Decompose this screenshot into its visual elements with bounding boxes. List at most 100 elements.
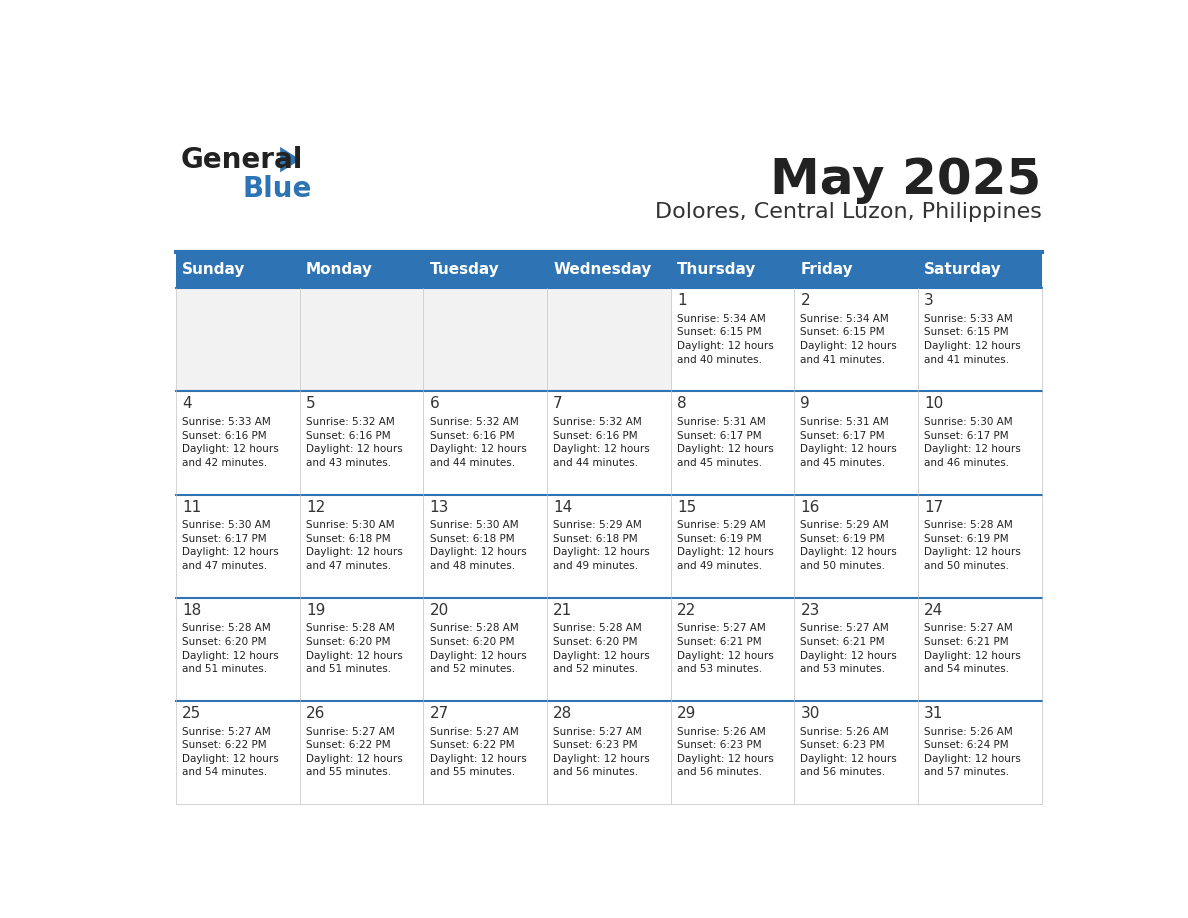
Text: 27: 27 (430, 706, 449, 721)
Text: 24: 24 (924, 603, 943, 618)
Text: Blue: Blue (242, 175, 311, 203)
Text: Monday: Monday (307, 263, 373, 277)
Bar (546, 495, 671, 598)
Text: 12: 12 (307, 499, 326, 515)
Text: 15: 15 (677, 499, 696, 515)
Bar (795, 391, 918, 495)
Text: Sunrise: 5:29 AM
Sunset: 6:19 PM
Daylight: 12 hours
and 50 minutes.: Sunrise: 5:29 AM Sunset: 6:19 PM Dayligh… (801, 521, 897, 571)
Bar (299, 495, 423, 598)
Text: 14: 14 (554, 499, 573, 515)
Bar (299, 252, 423, 288)
Text: 26: 26 (307, 706, 326, 721)
Text: Saturday: Saturday (924, 263, 1001, 277)
Text: Sunrise: 5:30 AM
Sunset: 6:17 PM
Daylight: 12 hours
and 46 minutes.: Sunrise: 5:30 AM Sunset: 6:17 PM Dayligh… (924, 417, 1020, 468)
Text: 28: 28 (554, 706, 573, 721)
Text: Sunrise: 5:30 AM
Sunset: 6:17 PM
Daylight: 12 hours
and 47 minutes.: Sunrise: 5:30 AM Sunset: 6:17 PM Dayligh… (182, 521, 279, 571)
Text: Sunrise: 5:27 AM
Sunset: 6:21 PM
Daylight: 12 hours
and 54 minutes.: Sunrise: 5:27 AM Sunset: 6:21 PM Dayligh… (924, 623, 1020, 674)
Text: Sunrise: 5:28 AM
Sunset: 6:20 PM
Daylight: 12 hours
and 52 minutes.: Sunrise: 5:28 AM Sunset: 6:20 PM Dayligh… (430, 623, 526, 674)
Bar (546, 252, 671, 288)
Text: May 2025: May 2025 (770, 156, 1042, 204)
Bar (918, 598, 1042, 701)
Bar (423, 288, 546, 391)
Text: 22: 22 (677, 603, 696, 618)
Text: 18: 18 (182, 603, 202, 618)
Bar (176, 252, 299, 288)
Text: 29: 29 (677, 706, 696, 721)
Text: 1: 1 (677, 293, 687, 308)
Text: Thursday: Thursday (677, 263, 757, 277)
Bar (299, 701, 423, 804)
Text: 23: 23 (801, 603, 820, 618)
Text: 30: 30 (801, 706, 820, 721)
Text: Tuesday: Tuesday (430, 263, 499, 277)
Bar (423, 495, 546, 598)
Text: 20: 20 (430, 603, 449, 618)
Text: 2: 2 (801, 293, 810, 308)
Text: 17: 17 (924, 499, 943, 515)
Bar (795, 252, 918, 288)
Bar (546, 701, 671, 804)
Text: 9: 9 (801, 397, 810, 411)
Text: Sunday: Sunday (182, 263, 246, 277)
Text: Sunrise: 5:33 AM
Sunset: 6:15 PM
Daylight: 12 hours
and 41 minutes.: Sunrise: 5:33 AM Sunset: 6:15 PM Dayligh… (924, 314, 1020, 364)
Text: 31: 31 (924, 706, 943, 721)
Bar (546, 288, 671, 391)
Text: Sunrise: 5:27 AM
Sunset: 6:22 PM
Daylight: 12 hours
and 55 minutes.: Sunrise: 5:27 AM Sunset: 6:22 PM Dayligh… (430, 726, 526, 778)
Text: Sunrise: 5:32 AM
Sunset: 6:16 PM
Daylight: 12 hours
and 44 minutes.: Sunrise: 5:32 AM Sunset: 6:16 PM Dayligh… (554, 417, 650, 468)
Bar (918, 288, 1042, 391)
Bar (299, 288, 423, 391)
Text: Sunrise: 5:28 AM
Sunset: 6:20 PM
Daylight: 12 hours
and 52 minutes.: Sunrise: 5:28 AM Sunset: 6:20 PM Dayligh… (554, 623, 650, 674)
Bar (795, 288, 918, 391)
Text: 5: 5 (307, 397, 316, 411)
Bar (176, 391, 299, 495)
Bar (918, 252, 1042, 288)
Text: 16: 16 (801, 499, 820, 515)
Text: 13: 13 (430, 499, 449, 515)
Bar (423, 391, 546, 495)
Text: Sunrise: 5:32 AM
Sunset: 6:16 PM
Daylight: 12 hours
and 43 minutes.: Sunrise: 5:32 AM Sunset: 6:16 PM Dayligh… (307, 417, 403, 468)
Text: Sunrise: 5:34 AM
Sunset: 6:15 PM
Daylight: 12 hours
and 40 minutes.: Sunrise: 5:34 AM Sunset: 6:15 PM Dayligh… (677, 314, 773, 364)
Bar (918, 701, 1042, 804)
Text: Friday: Friday (801, 263, 853, 277)
Bar (299, 598, 423, 701)
Text: 21: 21 (554, 603, 573, 618)
Text: Sunrise: 5:30 AM
Sunset: 6:18 PM
Daylight: 12 hours
and 47 minutes.: Sunrise: 5:30 AM Sunset: 6:18 PM Dayligh… (307, 521, 403, 571)
Bar (176, 495, 299, 598)
Text: Sunrise: 5:32 AM
Sunset: 6:16 PM
Daylight: 12 hours
and 44 minutes.: Sunrise: 5:32 AM Sunset: 6:16 PM Dayligh… (430, 417, 526, 468)
Text: Sunrise: 5:30 AM
Sunset: 6:18 PM
Daylight: 12 hours
and 48 minutes.: Sunrise: 5:30 AM Sunset: 6:18 PM Dayligh… (430, 521, 526, 571)
Bar (918, 495, 1042, 598)
Bar (546, 391, 671, 495)
Bar (423, 598, 546, 701)
Text: Sunrise: 5:29 AM
Sunset: 6:19 PM
Daylight: 12 hours
and 49 minutes.: Sunrise: 5:29 AM Sunset: 6:19 PM Dayligh… (677, 521, 773, 571)
Bar (671, 598, 795, 701)
Text: 3: 3 (924, 293, 934, 308)
Bar (671, 288, 795, 391)
Bar (546, 598, 671, 701)
Text: General: General (181, 145, 303, 174)
Bar (795, 701, 918, 804)
Text: Sunrise: 5:27 AM
Sunset: 6:22 PM
Daylight: 12 hours
and 55 minutes.: Sunrise: 5:27 AM Sunset: 6:22 PM Dayligh… (307, 726, 403, 778)
Text: 4: 4 (182, 397, 192, 411)
Text: Sunrise: 5:34 AM
Sunset: 6:15 PM
Daylight: 12 hours
and 41 minutes.: Sunrise: 5:34 AM Sunset: 6:15 PM Dayligh… (801, 314, 897, 364)
Bar (671, 701, 795, 804)
Polygon shape (280, 147, 301, 173)
Bar (423, 252, 546, 288)
Bar (671, 252, 795, 288)
Bar (176, 288, 299, 391)
Bar (176, 598, 299, 701)
Bar (795, 598, 918, 701)
Text: Sunrise: 5:26 AM
Sunset: 6:23 PM
Daylight: 12 hours
and 56 minutes.: Sunrise: 5:26 AM Sunset: 6:23 PM Dayligh… (801, 726, 897, 778)
Text: Wednesday: Wednesday (554, 263, 651, 277)
Text: Sunrise: 5:28 AM
Sunset: 6:20 PM
Daylight: 12 hours
and 51 minutes.: Sunrise: 5:28 AM Sunset: 6:20 PM Dayligh… (307, 623, 403, 674)
Text: 8: 8 (677, 397, 687, 411)
Bar (671, 391, 795, 495)
Text: 6: 6 (430, 397, 440, 411)
Bar (671, 495, 795, 598)
Text: Sunrise: 5:29 AM
Sunset: 6:18 PM
Daylight: 12 hours
and 49 minutes.: Sunrise: 5:29 AM Sunset: 6:18 PM Dayligh… (554, 521, 650, 571)
Text: 19: 19 (307, 603, 326, 618)
Text: Sunrise: 5:27 AM
Sunset: 6:23 PM
Daylight: 12 hours
and 56 minutes.: Sunrise: 5:27 AM Sunset: 6:23 PM Dayligh… (554, 726, 650, 778)
Text: Sunrise: 5:26 AM
Sunset: 6:24 PM
Daylight: 12 hours
and 57 minutes.: Sunrise: 5:26 AM Sunset: 6:24 PM Dayligh… (924, 726, 1020, 778)
Text: Sunrise: 5:31 AM
Sunset: 6:17 PM
Daylight: 12 hours
and 45 minutes.: Sunrise: 5:31 AM Sunset: 6:17 PM Dayligh… (801, 417, 897, 468)
Text: 10: 10 (924, 397, 943, 411)
Bar (918, 391, 1042, 495)
